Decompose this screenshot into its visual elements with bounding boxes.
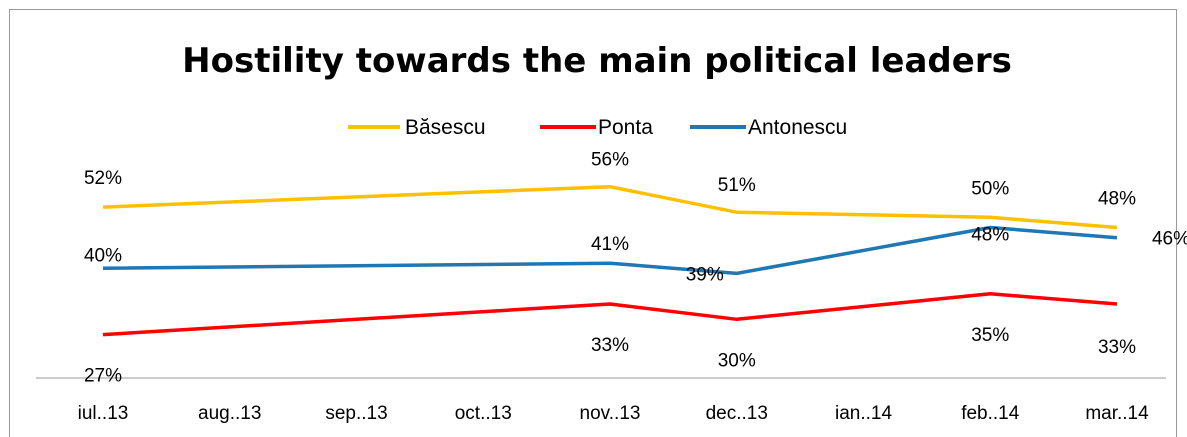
data-label-antonescu-4: 41%	[591, 234, 629, 255]
x-tick-label-2: sep..13	[325, 403, 387, 424]
x-axis-ticks: iul..13 aug..13 sep..13 oct..13 nov..13 dec..…	[78, 403, 1149, 424]
series-line-antonescu	[102, 225, 1118, 276]
legend: Băsescu Ponta Antonescu	[348, 116, 847, 139]
chart-title: Hostility towards the main political lea…	[182, 41, 1012, 81]
data-label-ba-sescu-7: 50%	[971, 178, 1009, 199]
x-tick-label-7: feb..14	[961, 403, 1020, 424]
data-label-antonescu-8: 46%	[1152, 229, 1187, 250]
x-tick-label-1: aug..13	[198, 403, 261, 424]
x-tick-label-5: dec..13	[706, 403, 768, 424]
series-lines	[102, 184, 1118, 337]
data-label-ponta-8: 33%	[1098, 337, 1136, 358]
data-label-ponta-4: 33%	[591, 335, 629, 356]
chart-area	[9, 9, 1177, 437]
data-label-ponta-7: 35%	[971, 325, 1009, 346]
data-label-ponta-0: 27%	[84, 366, 122, 387]
data-label-ba-sescu-8: 48%	[1098, 189, 1136, 210]
data-label-antonescu-7: 48%	[971, 225, 1009, 246]
series-line-ba-sescu	[102, 184, 1118, 230]
series-line-ponta	[102, 292, 1118, 337]
data-labels: 52% 56% 51% 50% 48% 27% 33% 30% 35% 33% 40% 41% 39% 4…	[84, 150, 1187, 387]
x-tick-label-6: ian..14	[835, 403, 892, 424]
legend-label-basescu: Băsescu	[405, 116, 486, 139]
data-label-ponta-5: 30%	[718, 350, 756, 371]
x-tick-label-8: mar..14	[1085, 403, 1149, 424]
x-tick-label-0: iul..13	[78, 403, 129, 424]
legend-label-ponta: Ponta	[598, 116, 653, 139]
data-label-ba-sescu-5: 51%	[718, 175, 756, 196]
x-tick-label-4: nov..13	[580, 403, 641, 424]
legend-label-antonescu: Antonescu	[748, 116, 847, 139]
data-label-antonescu-5: 39%	[686, 264, 724, 285]
data-label-antonescu-0: 40%	[84, 245, 122, 266]
data-label-ba-sescu-0: 52%	[84, 168, 122, 189]
data-label-ba-sescu-4: 56%	[591, 150, 629, 171]
x-tick-label-3: oct..13	[455, 403, 512, 424]
